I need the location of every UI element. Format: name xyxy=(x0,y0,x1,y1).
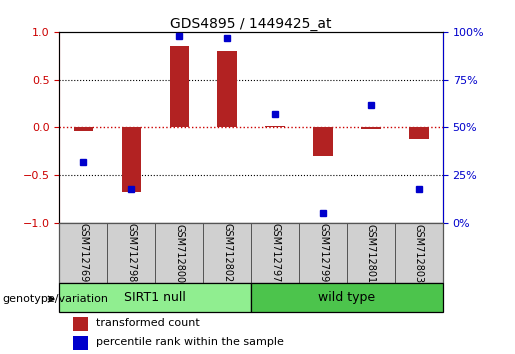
Text: GSM712799: GSM712799 xyxy=(318,223,328,283)
Text: SIRT1 null: SIRT1 null xyxy=(124,291,186,304)
Bar xyxy=(251,283,443,312)
Text: GSM712798: GSM712798 xyxy=(126,223,136,283)
Text: GSM712803: GSM712803 xyxy=(414,223,424,283)
Bar xyxy=(251,223,299,283)
Title: GDS4895 / 1449425_at: GDS4895 / 1449425_at xyxy=(170,17,332,31)
Bar xyxy=(347,223,395,283)
Bar xyxy=(265,126,285,127)
Bar xyxy=(155,223,203,283)
Bar xyxy=(362,127,381,129)
Bar xyxy=(299,223,347,283)
Text: transformed count: transformed count xyxy=(96,318,199,329)
Bar xyxy=(122,127,141,193)
Bar xyxy=(169,46,188,127)
Bar xyxy=(59,283,251,312)
Bar xyxy=(203,223,251,283)
Text: genotype/variation: genotype/variation xyxy=(3,294,109,304)
Text: GSM712797: GSM712797 xyxy=(270,223,280,283)
Bar xyxy=(59,223,107,283)
Bar xyxy=(217,51,237,127)
Text: wild type: wild type xyxy=(318,291,375,304)
Bar xyxy=(73,336,88,350)
Text: GSM712801: GSM712801 xyxy=(366,223,376,283)
Bar xyxy=(74,127,93,131)
Bar xyxy=(107,223,155,283)
Bar xyxy=(73,317,88,331)
Bar xyxy=(395,223,443,283)
Text: GSM712800: GSM712800 xyxy=(174,223,184,283)
Text: GSM712802: GSM712802 xyxy=(222,223,232,283)
Text: percentile rank within the sample: percentile rank within the sample xyxy=(96,337,284,347)
Bar xyxy=(314,127,333,156)
Text: GSM712769: GSM712769 xyxy=(78,223,88,283)
Bar xyxy=(409,127,428,139)
